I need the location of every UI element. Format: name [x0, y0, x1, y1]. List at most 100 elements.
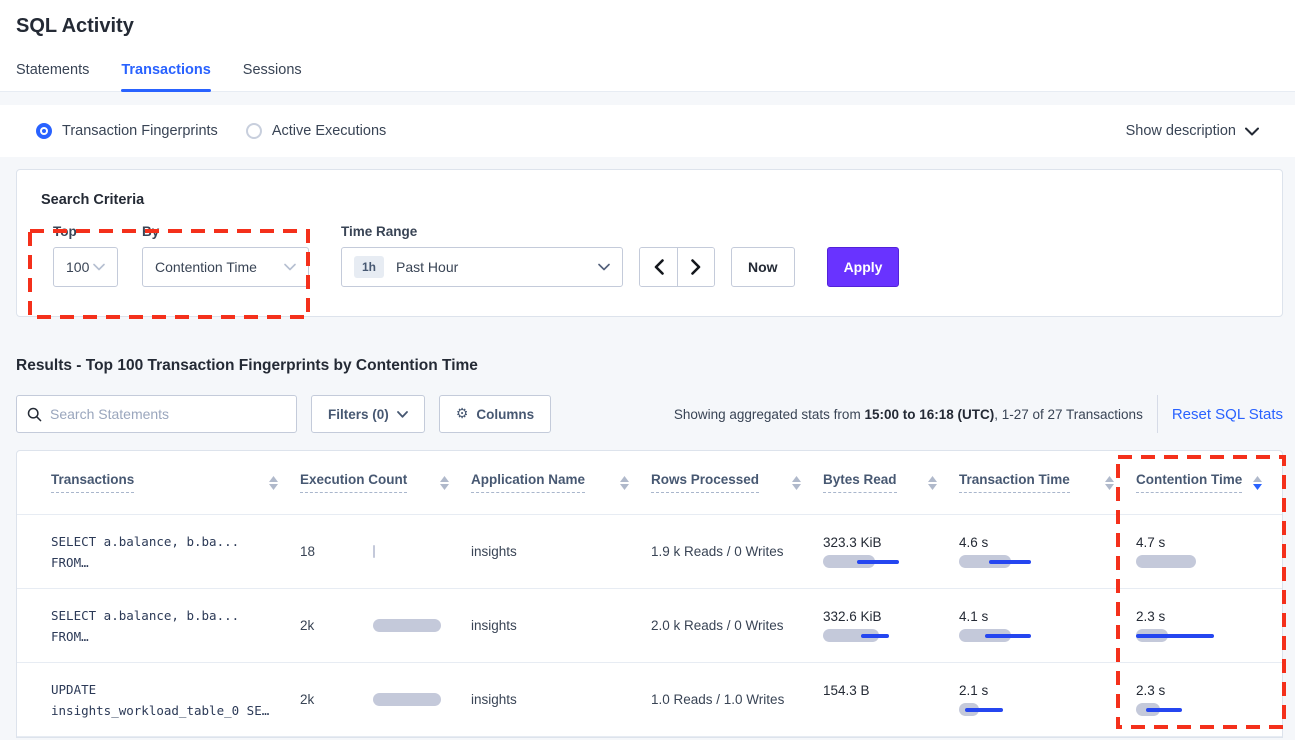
contention-time-bar [1136, 628, 1246, 643]
show-description-label: Show description [1125, 123, 1236, 139]
show-description-toggle[interactable]: Show description [1126, 123, 1259, 139]
execution-count-bar [373, 618, 457, 633]
time-range-next-button[interactable] [677, 248, 714, 286]
view-toggle-strip: Transaction Fingerprints Active Executio… [0, 105, 1295, 157]
by-select[interactable]: Contention Time [142, 247, 309, 287]
tab-statements[interactable]: Statements [16, 62, 90, 78]
column-header-rows-processed[interactable]: Rows Processed [651, 472, 823, 493]
transaction-time-bar [959, 702, 1069, 717]
top-select[interactable]: 100 [53, 247, 118, 287]
execution-count-cell: 2k [300, 618, 471, 633]
columns-button[interactable]: ⚙ Columns [438, 395, 552, 433]
bytes-read-cell: 323.3 KiB [823, 535, 959, 569]
contention-time-bar [1136, 554, 1246, 569]
application-name-cell: insights [471, 544, 517, 559]
stats-time-range: 15:00 to 16:18 (UTC) [864, 406, 995, 422]
table-row: UPDATE insights_workload_table_0 SE… 2k … [17, 663, 1282, 737]
radio-unselected-icon [245, 123, 262, 139]
radio-label: Active Executions [271, 123, 387, 139]
aggregated-stats-text: Showing aggregated stats from 15:00 to 1… [673, 406, 1143, 422]
column-header-contention-time[interactable]: Contention Time [1136, 472, 1284, 493]
rows-processed-cell: 2.0 k Reads / 0 Writes [651, 618, 784, 633]
tab-sessions[interactable]: Sessions [242, 62, 302, 78]
tab-transactions[interactable]: Transactions [121, 62, 212, 92]
radio-selected-icon [36, 123, 52, 139]
filters-label: Filters (0) [328, 406, 389, 422]
sort-icon[interactable] [1105, 475, 1114, 490]
by-label: By [142, 224, 160, 239]
sort-icon[interactable] [792, 475, 801, 490]
application-name-cell: insights [471, 692, 517, 707]
bytes-read-bar [823, 554, 933, 569]
transaction-time-cell: 2.1 s [959, 683, 1136, 717]
time-range-prev-button[interactable] [640, 248, 677, 286]
page-header: SQL Activity Statements Transactions Ses… [0, 0, 1295, 92]
chevron-down-icon [93, 263, 105, 271]
time-range-field: Time Range 1h Past Hour [341, 224, 623, 287]
reset-sql-stats-link[interactable]: Reset SQL Stats [1156, 395, 1283, 433]
apply-button[interactable]: Apply [826, 247, 900, 287]
bytes-read-cell: 154.3 B [823, 683, 959, 717]
time-range-value: Past Hour [396, 259, 459, 275]
chevron-right-icon [691, 259, 701, 275]
rows-processed-cell: 1.0 Reads / 1.0 Writes [651, 692, 785, 707]
sort-icon[interactable] [928, 475, 937, 490]
column-header-bytes-read[interactable]: Bytes Read [823, 472, 959, 493]
table-row: SELECT a.balance, b.ba... FROM… 18 insig… [17, 515, 1282, 589]
gear-icon: ⚙ [455, 406, 469, 422]
results-heading: Results - Top 100 Transaction Fingerprin… [16, 357, 478, 374]
column-header-transaction-time[interactable]: Transaction Time [959, 472, 1136, 493]
contention-time-cell: 4.7 s [1136, 535, 1284, 569]
transaction-query-link[interactable]: SELECT a.balance, b.ba... FROM… [51, 607, 240, 644]
transaction-query-link[interactable]: SELECT a.balance, b.ba... FROM… [51, 533, 240, 570]
application-name-cell: insights [471, 618, 517, 633]
sort-icon[interactable] [440, 475, 449, 490]
chevron-left-icon [654, 259, 664, 275]
chevron-down-icon [396, 410, 408, 418]
sort-icon[interactable] [620, 475, 629, 490]
radio-transaction-fingerprints[interactable]: Transaction Fingerprints [36, 123, 218, 139]
execution-count-cell: 18 [300, 544, 471, 559]
table-header-row: Transactions Execution Count Application… [17, 451, 1282, 515]
bytes-read-bar [823, 628, 933, 643]
radio-active-executions[interactable]: Active Executions [245, 123, 387, 139]
columns-label: Columns [476, 406, 535, 422]
sort-icon-active-desc[interactable] [1253, 475, 1262, 490]
view-radio-group: Transaction Fingerprints Active Executio… [36, 123, 386, 139]
search-icon [27, 407, 42, 421]
bytes-read-cell: 332.6 KiB [823, 609, 959, 643]
time-range-badge: 1h [354, 256, 385, 278]
by-field: By Contention Time [142, 224, 309, 287]
chevron-down-icon [598, 263, 610, 271]
time-range-label: Time Range [341, 224, 418, 239]
sort-icon[interactable] [269, 475, 278, 490]
time-range-select[interactable]: 1h Past Hour [341, 247, 623, 287]
execution-count-bar [373, 692, 457, 707]
transaction-time-bar [959, 628, 1069, 643]
chevron-down-icon [284, 263, 296, 271]
column-header-application-name[interactable]: Application Name [471, 472, 651, 493]
execution-count-cell: 2k [300, 692, 471, 707]
top-field: Top 100 [53, 224, 142, 287]
time-range-arrows [639, 247, 715, 287]
search-statements-box [16, 395, 297, 433]
transaction-query-link[interactable]: UPDATE insights_workload_table_0 SE… [51, 681, 270, 718]
top-select-value: 100 [66, 259, 90, 275]
transactions-table: Transactions Execution Count Application… [16, 450, 1283, 738]
by-select-value: Contention Time [155, 259, 257, 275]
search-statements-input[interactable] [50, 406, 286, 422]
contention-time-cell: 2.3 s [1136, 683, 1284, 717]
filters-button[interactable]: Filters (0) [311, 395, 425, 433]
table-row: SELECT a.balance, b.ba... FROM… 2k insig… [17, 589, 1282, 663]
tab-bar: Statements Transactions Sessions [0, 62, 1295, 92]
now-button[interactable]: Now [731, 247, 795, 287]
transaction-time-cell: 4.6 s [959, 535, 1136, 569]
execution-count-bar [373, 544, 457, 559]
contention-time-cell: 2.3 s [1136, 609, 1284, 643]
page-title: SQL Activity [16, 15, 134, 37]
search-criteria-card: Search Criteria Top 100 By Contention Ti… [16, 169, 1283, 317]
search-criteria-heading: Search Criteria [41, 192, 145, 208]
chevron-down-icon [1245, 127, 1259, 135]
column-header-transactions[interactable]: Transactions [17, 472, 300, 493]
column-header-execution-count[interactable]: Execution Count [300, 472, 471, 493]
